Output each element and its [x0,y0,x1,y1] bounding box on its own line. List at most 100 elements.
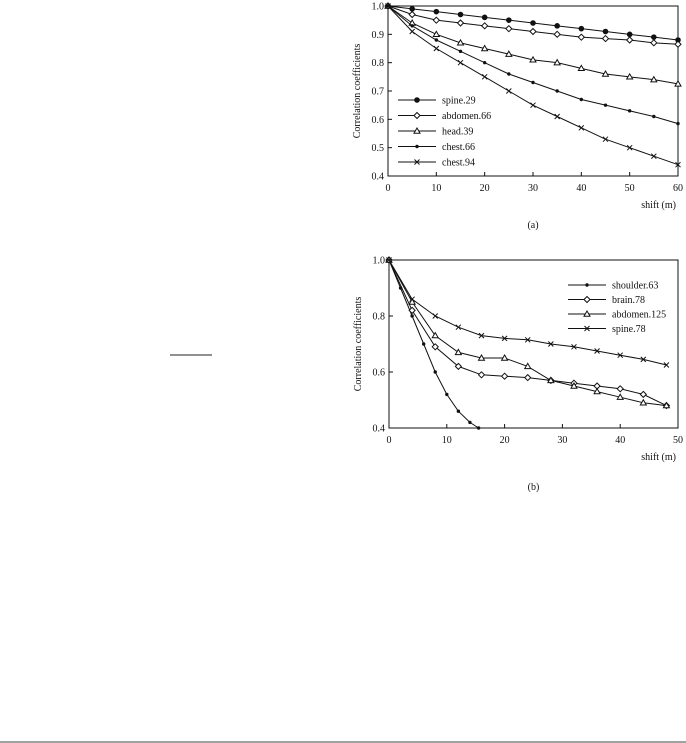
marker [433,45,440,52]
marker [433,370,437,374]
legend-marker [585,283,589,287]
marker [457,11,464,18]
marker [640,356,647,363]
legend-marker [414,97,420,103]
marker [421,342,426,346]
marker [385,3,391,9]
x-tick-label: 40 [615,435,625,446]
marker [477,371,486,379]
plot-frame [388,259,679,429]
marker [481,14,488,21]
x-tick-label: 20 [480,183,490,194]
marker [579,97,584,102]
marker [456,409,461,413]
marker [639,390,648,399]
x-axis-label: shift (m) [641,200,676,211]
marker [675,161,681,168]
marker [468,420,472,425]
marker [454,348,463,356]
marker [530,102,536,109]
marker [480,22,489,30]
marker [626,31,633,38]
marker [431,331,440,339]
x-tick-label: 30 [528,183,538,194]
marker [524,373,532,382]
marker [456,38,465,46]
legend-label: spine.29 [442,96,476,107]
marker [531,80,535,85]
marker [594,348,600,354]
y-tick-label: 0.8 [373,312,386,323]
y-tick-label: 0.7 [372,87,385,98]
marker [625,72,634,80]
marker [555,89,559,93]
legend-marker [414,159,420,165]
x-tick-label: 40 [576,183,586,194]
marker [625,36,634,44]
caption: (b) [528,482,540,493]
marker [570,381,578,389]
marker [650,153,657,160]
x-tick-label: 60 [673,183,683,194]
marker [524,336,531,343]
marker [408,306,416,315]
marker [506,17,512,23]
marker [500,353,509,361]
y-tick-label: 0.9 [372,30,385,41]
marker [523,362,532,370]
legend-label: shoulder.63 [612,281,658,292]
legend-label: brain.78 [612,295,645,306]
marker [505,24,513,33]
marker [432,313,439,319]
marker [553,58,562,66]
x-tick-label: 50 [673,435,683,446]
legend-label: abdomen.125 [612,310,666,321]
marker [454,362,463,371]
marker [676,121,680,126]
marker [432,16,441,24]
y-tick-label: 1.0 [372,2,385,13]
legend-marker [413,126,421,134]
legend-marker [583,309,591,317]
marker [458,49,463,54]
marker [571,343,577,350]
y-tick-label: 0.8 [372,58,385,69]
marker [504,50,513,57]
marker [650,39,658,47]
x-tick-label: 10 [442,435,452,446]
marker [482,60,487,65]
marker [433,8,440,15]
marker [577,64,586,72]
marker [476,426,481,430]
marker [386,257,392,263]
legend-label: spine.78 [612,324,646,335]
y-tick-label: 0.4 [372,172,385,183]
x-tick-label: 0 [386,183,391,194]
marker [445,392,449,397]
marker [500,372,509,380]
marker [505,88,512,94]
marker [546,376,555,384]
y-axis-label: Correlation coefficients [352,44,363,139]
marker [578,25,585,32]
legend-label: abdomen.66 [442,111,491,122]
x-tick-label: 0 [387,435,392,446]
marker [603,103,608,107]
legend-marker [584,325,590,332]
marker [477,353,486,361]
marker [457,59,464,66]
legend-label: chest.94 [442,158,475,169]
marker [593,387,601,395]
caption: (a) [527,220,538,231]
marker [410,24,414,28]
marker [432,30,441,38]
marker [601,34,610,43]
marker [478,332,485,339]
y-tick-label: 0.6 [373,368,386,379]
marker [409,28,416,35]
marker [480,44,489,52]
marker [652,114,656,119]
marker [410,314,414,318]
marker [674,40,682,48]
